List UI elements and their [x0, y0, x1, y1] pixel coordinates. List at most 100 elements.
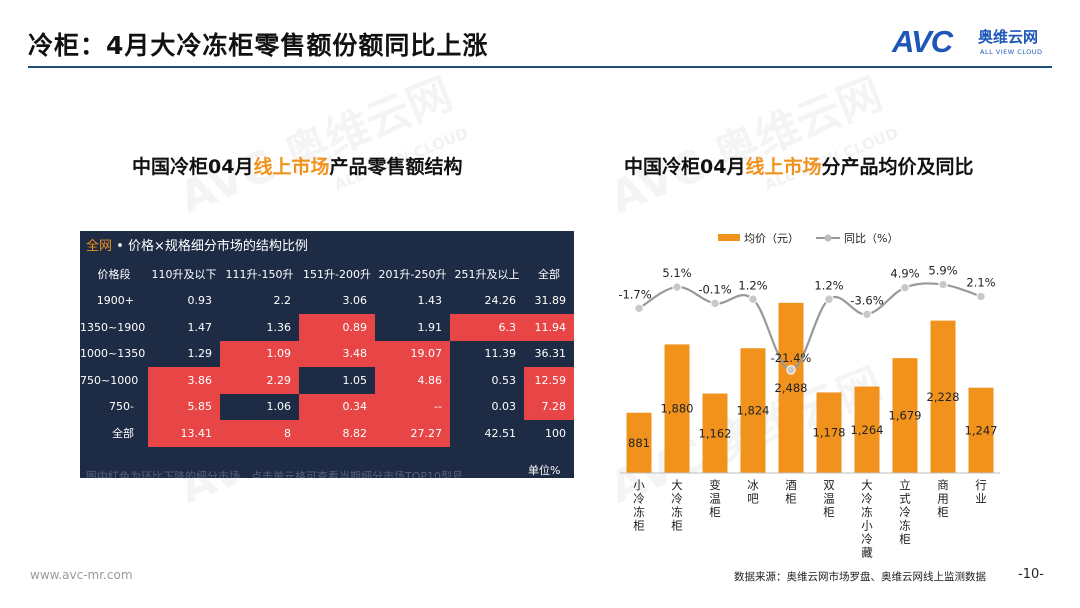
- row-label: 750~1000: [80, 373, 139, 387]
- table-cell[interactable]: 24.26: [484, 294, 517, 308]
- table-cell[interactable]: 1.29: [187, 347, 213, 361]
- table-cell[interactable]: 8.82: [299, 420, 375, 447]
- table-cell[interactable]: 27.27: [375, 420, 450, 447]
- right-title-suffix: 分产品均价及同比: [821, 156, 974, 178]
- bar-value-label: 1,824: [737, 404, 770, 418]
- yoy-point: [900, 282, 910, 293]
- column-header: 251升及以上: [454, 268, 520, 282]
- website-url[interactable]: www.avc-mr.com: [30, 568, 133, 582]
- table-header-row: 价格段 110升及以下 111升-150升 151升-200升 201升-250升 251…: [80, 261, 574, 288]
- page-number: -10-: [1018, 567, 1044, 582]
- table-cell[interactable]: 0.93: [187, 294, 213, 308]
- table-cell[interactable]: 3.48: [299, 340, 375, 367]
- title-divider: [28, 66, 1052, 68]
- right-title-highlight: 线上市场: [745, 156, 822, 178]
- table-cell[interactable]: 1.09: [220, 340, 299, 367]
- table-cell[interactable]: 1.36: [266, 320, 292, 334]
- table-cell[interactable]: 0.34: [299, 393, 375, 420]
- unit-label: 单位%: [528, 464, 561, 477]
- table-cell[interactable]: 0.03: [491, 400, 517, 414]
- bar: [778, 302, 804, 473]
- table-cell[interactable]: 13.41: [148, 420, 220, 447]
- structure-table-panel: 全网 • 价格×规格细分市场的结构比例 价格段 110升及以下 111升-150升 1…: [80, 231, 574, 478]
- table-cell[interactable]: 0.53: [491, 373, 517, 387]
- yoy-point: [672, 282, 682, 292]
- column-header: 全部: [538, 268, 560, 282]
- right-section-title: 中国冷柜04月线上市场分产品均价及同比: [624, 152, 973, 179]
- yoy-label: -21.4%: [771, 351, 812, 365]
- table-cell[interactable]: 1.43: [417, 294, 443, 308]
- table-cell[interactable]: 3.06: [342, 294, 368, 308]
- panel-header-accent[interactable]: 全网: [86, 239, 113, 254]
- bar-value-label: 1,247: [965, 423, 998, 437]
- table-cell[interactable]: 2.29: [220, 367, 299, 394]
- table-cell[interactable]: 36.31: [534, 347, 567, 361]
- table-cell[interactable]: 19.07: [375, 340, 450, 367]
- row-label: 750-: [109, 400, 134, 414]
- bar-value-label: 1,679: [889, 409, 922, 423]
- bar-value-label: 1,264: [851, 423, 884, 437]
- table-cell[interactable]: 31.89: [534, 294, 567, 308]
- bar-value-label: 2,488: [775, 381, 808, 395]
- bar: [930, 320, 956, 473]
- table-footnote: 图中红色为环比下降的细分市场，点击单元格可查看当期细分市场TOP10型号: [86, 470, 464, 478]
- table-cell[interactable]: 5.85: [148, 393, 220, 420]
- table-cell[interactable]: 6.3: [450, 314, 524, 341]
- table-cell[interactable]: 11.94: [524, 314, 574, 341]
- table-cell[interactable]: 2.2: [273, 294, 292, 308]
- yoy-label: 1.2%: [738, 278, 767, 292]
- table-cell[interactable]: 7.28: [524, 393, 574, 420]
- table-cell[interactable]: 1.05: [342, 373, 368, 387]
- table-cell[interactable]: 3.86: [148, 367, 220, 394]
- table-row: 750~1000 3.86 2.29 1.05 4.86 0.53 12.59: [80, 367, 574, 394]
- table-cell[interactable]: 1.47: [187, 320, 213, 334]
- table-cell[interactable]: 11.39: [484, 347, 517, 361]
- avc-logo: AVC 奥维云网 ALL VIEW CLOUD: [892, 22, 1052, 62]
- yoy-point: [634, 303, 644, 314]
- row-label: 1000~1350: [80, 347, 146, 361]
- structure-table: 价格段 110升及以下 111升-150升 151升-200升 201升-250升 251…: [80, 261, 574, 447]
- column-header: 价格段: [97, 268, 131, 282]
- yoy-label: -0.1%: [698, 282, 731, 296]
- legend-label-line: 同比（%）: [844, 232, 898, 245]
- yoy-label: 4.9%: [890, 267, 919, 281]
- yoy-point: [748, 294, 758, 304]
- legend-swatch-bar: [718, 234, 740, 241]
- column-header: 110升及以下: [151, 268, 217, 282]
- yoy-label: -1.7%: [618, 287, 651, 301]
- yoy-point: [862, 309, 872, 319]
- right-title-prefix: 中国冷柜04月: [624, 156, 746, 178]
- table-cell[interactable]: 42.51: [484, 426, 517, 440]
- bar-value-label: 1,178: [813, 426, 846, 440]
- table-row: 1000~1350 1.29 1.09 3.48 19.07 11.39 36.31: [80, 340, 574, 367]
- table-row: 750- 5.85 1.06 0.34 -- 0.03 7.28: [80, 393, 574, 420]
- logo-en: ALL VIEW CLOUD: [980, 48, 1043, 56]
- table-cell[interactable]: 100: [545, 426, 566, 440]
- yoy-point: [976, 291, 986, 302]
- table-row: 1900+ 0.93 2.2 3.06 1.43 24.26 31.89: [80, 288, 574, 315]
- bar: [816, 392, 842, 473]
- yoy-label: 5.9%: [928, 264, 957, 278]
- category-label: 变温柜: [709, 478, 721, 519]
- yoy-label: 2.1%: [966, 275, 995, 289]
- table-cell[interactable]: 12.59: [524, 367, 574, 394]
- table-cell[interactable]: 1.06: [266, 400, 292, 414]
- table-cell[interactable]: 8: [220, 420, 299, 447]
- category-label: 小冷冻柜: [633, 478, 645, 533]
- row-label: 1900+: [96, 294, 134, 308]
- bar: [968, 387, 994, 473]
- data-source: 数据来源：奥维云网市场罗盘、奥维云网线上监测数据: [734, 571, 986, 583]
- column-header: 111升-150升: [225, 268, 294, 282]
- bar: [626, 412, 652, 473]
- table-cell[interactable]: 1.91: [417, 320, 443, 334]
- row-label: 1350~1900: [80, 320, 146, 334]
- bar-value-label: 1,880: [661, 402, 694, 416]
- watermark: AVC 奥维云网: [599, 58, 891, 226]
- table-cell[interactable]: 4.86: [375, 367, 450, 394]
- bar-value-label: 1,162: [699, 426, 732, 440]
- left-section-title: 中国冷柜04月线上市场产品零售额结构: [132, 152, 462, 179]
- table-cell[interactable]: --: [375, 393, 450, 420]
- watermark: AVC 奥维云网: [169, 58, 461, 226]
- table-cell[interactable]: 0.89: [299, 314, 375, 341]
- category-label: 冰吧: [747, 478, 759, 506]
